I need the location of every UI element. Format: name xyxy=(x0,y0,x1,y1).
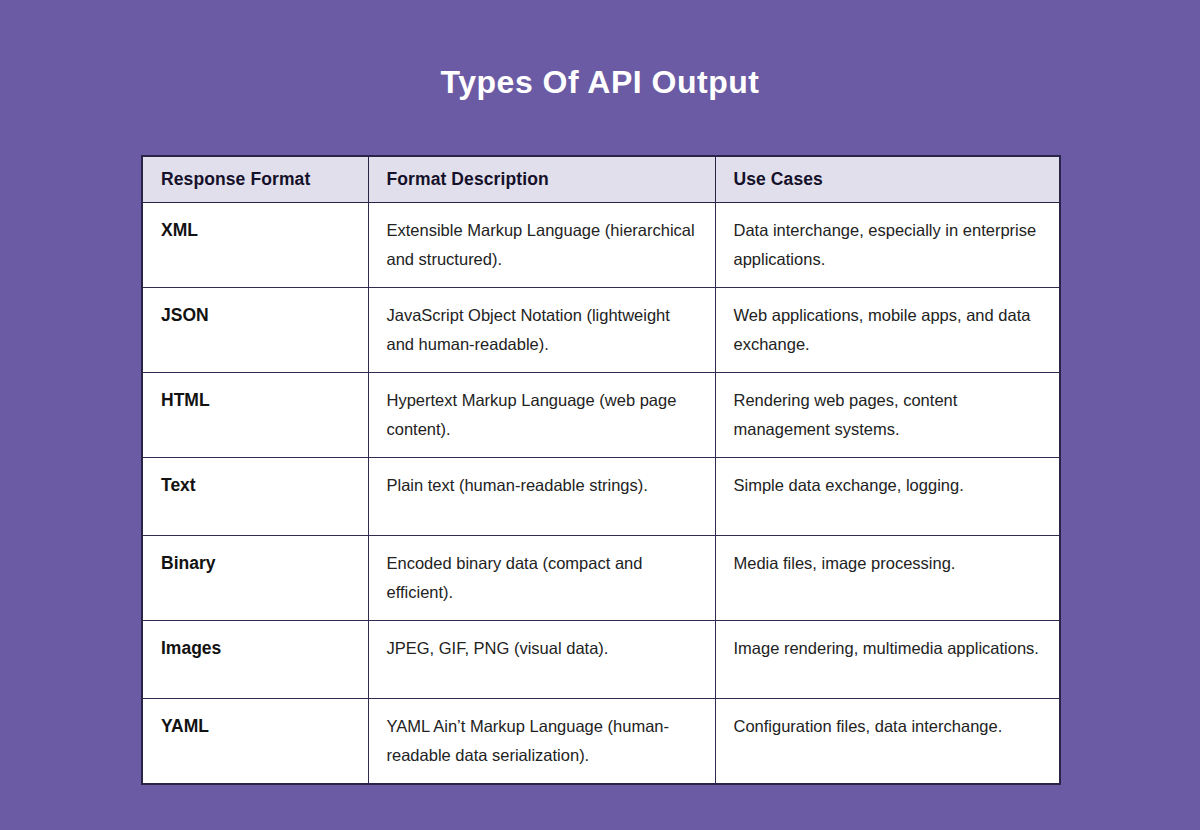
header-format-description: Format Description xyxy=(368,156,715,203)
table-row-yaml: YAML YAML Ain’t Markup Language (human-r… xyxy=(142,699,1060,785)
cell-use-cases: Image rendering, multimedia applications… xyxy=(715,621,1060,699)
table-body: XML Extensible Markup Language (hierarch… xyxy=(142,203,1060,785)
cell-use-cases: Simple data exchange, logging. xyxy=(715,458,1060,536)
api-output-table-container: Response Format Format Description Use C… xyxy=(141,155,1059,785)
table-row-xml: XML Extensible Markup Language (hierarch… xyxy=(142,203,1060,288)
cell-description: YAML Ain’t Markup Language (human-readab… xyxy=(368,699,715,785)
cell-format: YAML xyxy=(142,699,368,785)
cell-format: Text xyxy=(142,458,368,536)
cell-description: JPEG, GIF, PNG (visual data). xyxy=(368,621,715,699)
header-row: Response Format Format Description Use C… xyxy=(142,156,1060,203)
cell-description: JavaScript Object Notation (lightweight … xyxy=(368,288,715,373)
cell-use-cases: Rendering web pages, content management … xyxy=(715,373,1060,458)
cell-format: HTML xyxy=(142,373,368,458)
cell-use-cases: Configuration files, data interchange. xyxy=(715,699,1060,785)
cell-description: Plain text (human-readable strings). xyxy=(368,458,715,536)
table-row-html: HTML Hypertext Markup Language (web page… xyxy=(142,373,1060,458)
cell-description: Extensible Markup Language (hierarchical… xyxy=(368,203,715,288)
cell-use-cases: Data interchange, especially in enterpri… xyxy=(715,203,1060,288)
header-response-format: Response Format xyxy=(142,156,368,203)
cell-format: XML xyxy=(142,203,368,288)
cell-use-cases: Media files, image processing. xyxy=(715,536,1060,621)
cell-description: Hypertext Markup Language (web page cont… xyxy=(368,373,715,458)
table-header: Response Format Format Description Use C… xyxy=(142,156,1060,203)
header-use-cases: Use Cases xyxy=(715,156,1060,203)
cell-use-cases: Web applications, mobile apps, and data … xyxy=(715,288,1060,373)
api-output-table: Response Format Format Description Use C… xyxy=(141,155,1061,785)
table-row-json: JSON JavaScript Object Notation (lightwe… xyxy=(142,288,1060,373)
table-row-binary: Binary Encoded binary data (compact and … xyxy=(142,536,1060,621)
cell-format: JSON xyxy=(142,288,368,373)
table-row-images: Images JPEG, GIF, PNG (visual data). Ima… xyxy=(142,621,1060,699)
page-title: Types Of API Output xyxy=(0,64,1200,101)
table-row-text: Text Plain text (human-readable strings)… xyxy=(142,458,1060,536)
cell-format: Binary xyxy=(142,536,368,621)
cell-format: Images xyxy=(142,621,368,699)
cell-description: Encoded binary data (compact and efficie… xyxy=(368,536,715,621)
